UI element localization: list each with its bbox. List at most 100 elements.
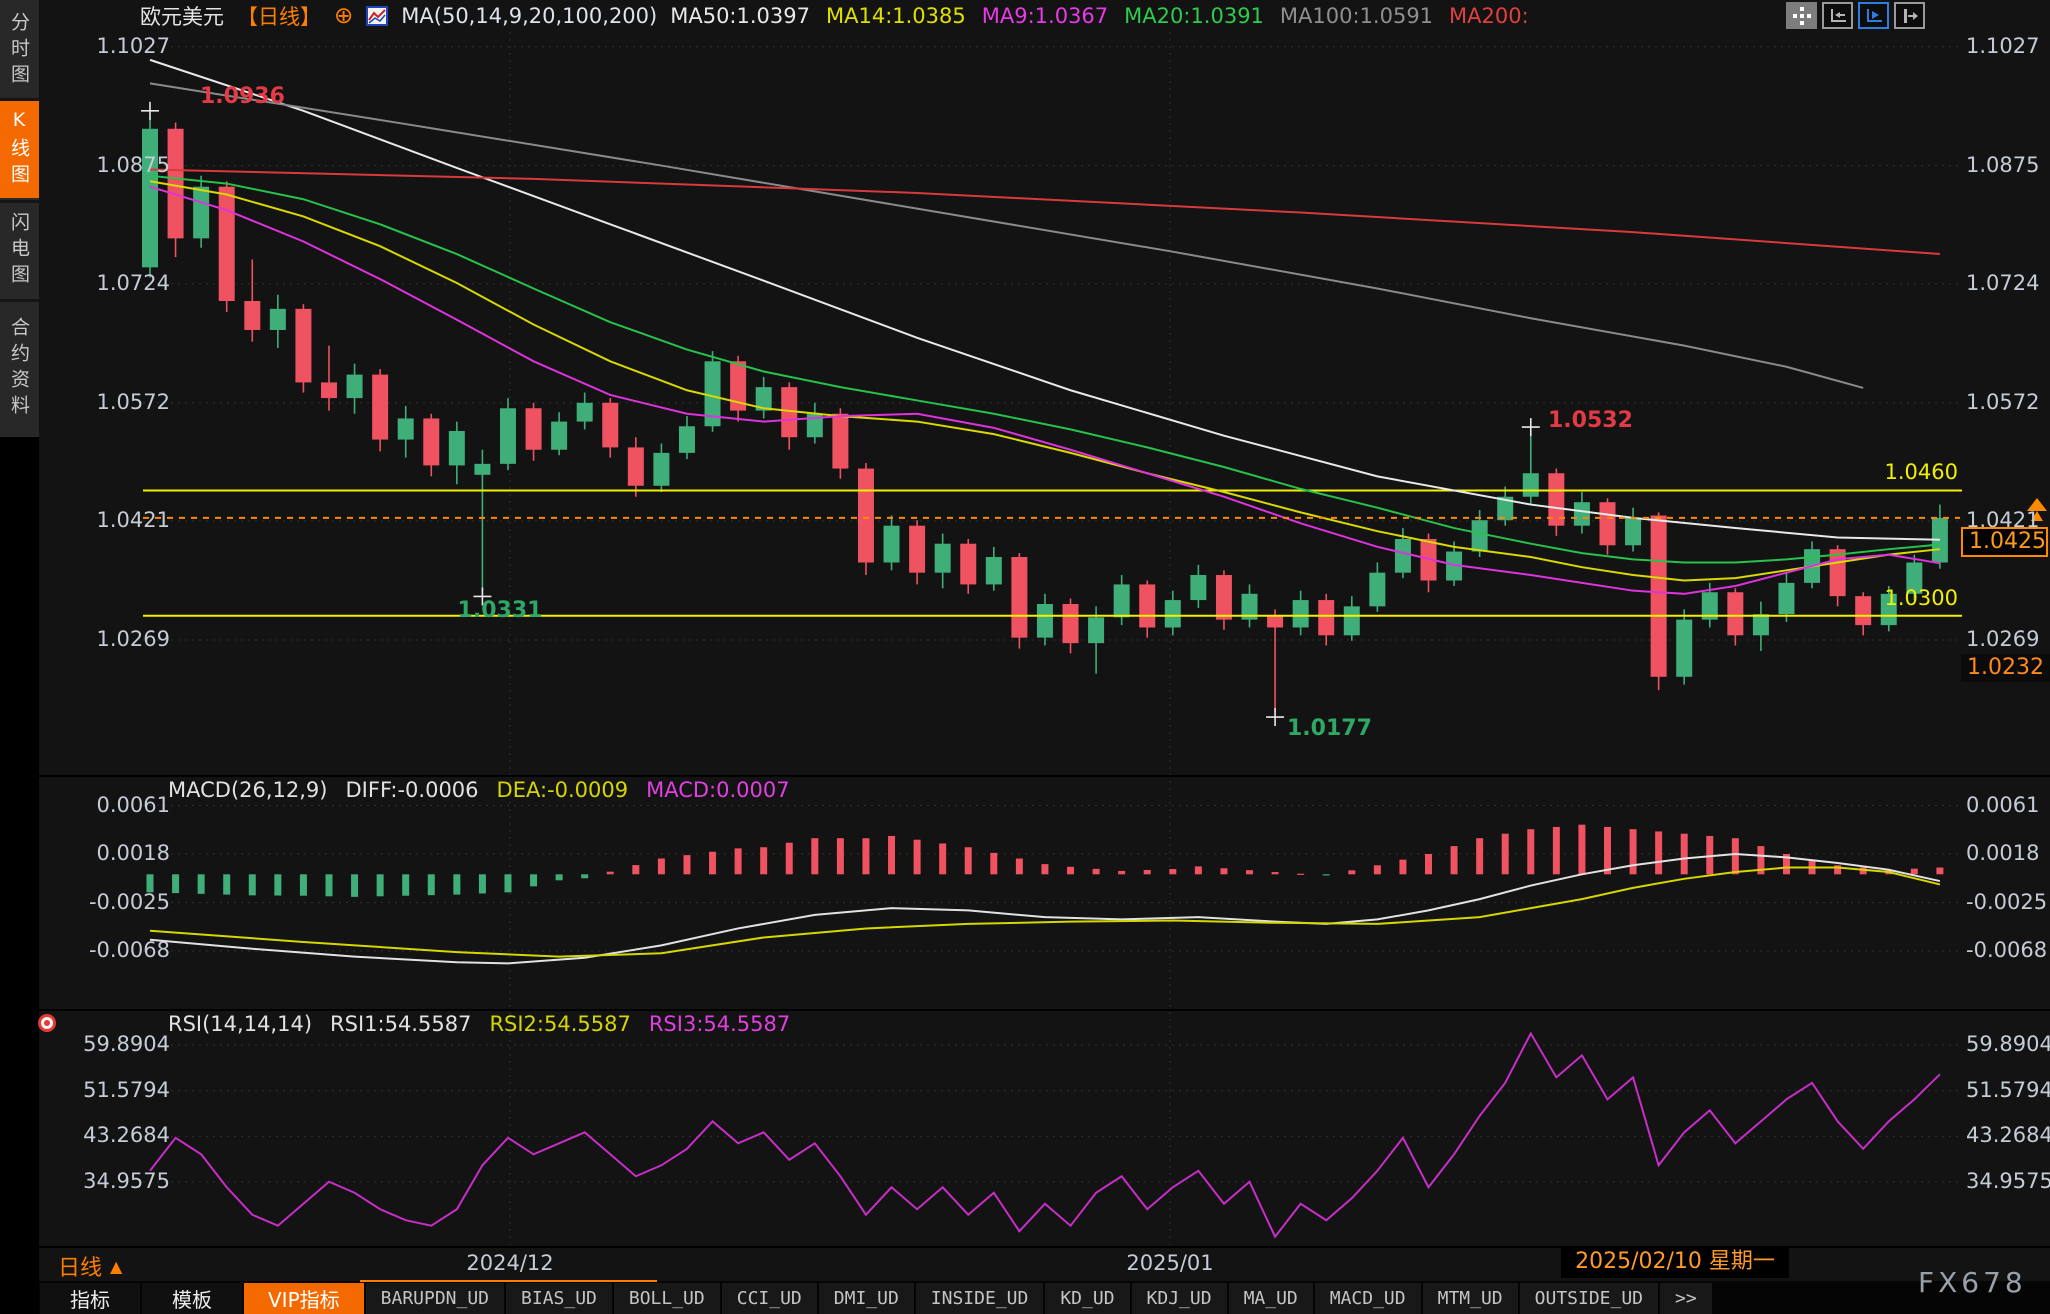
indicator-tab-row: 指标 模板 VIP指标 BARUPDN_UD BIAS_UD BOLL_UD CCI_UD D… [40,1283,1712,1314]
toolbar-tab-vip[interactable]: VIP指标 [244,1283,364,1314]
candle-body [1778,582,1795,615]
timeframe-selector[interactable]: 日线 ▲ [58,1250,122,1282]
macd-bar [351,874,359,897]
sidebar-item-contract-info[interactable]: 合约资料 [0,304,39,434]
axis-shift-icon[interactable] [1894,2,1925,29]
ma-value: MA14:1.0385 [825,3,966,28]
rsi-line [149,1031,1941,1239]
candle-body [1446,551,1463,581]
ma-value: MA9:1.0367 [981,3,1109,28]
sidebar-item-label: 分时图 [8,12,30,90]
ma-value: MA100:1.0591 [1279,3,1434,28]
toolbar-tab-指标[interactable]: 指标 [40,1283,140,1314]
macd-bar [1629,829,1637,875]
macd-bar [990,852,998,875]
candle-body [1880,593,1897,626]
rsi-title: RSI(14,14,14) [168,1012,313,1036]
candle-body [474,463,491,475]
pan-icon[interactable] [1786,2,1817,29]
candlestick-layer [142,117,1948,713]
candle-body [244,301,261,330]
ma-group-label: MA(50,14,9,20,100,200) [401,3,658,28]
sidebar-item-time-chart[interactable]: 分时图 [0,6,39,96]
macd-bar [325,874,333,897]
toolbar-tab-kdj_ud[interactable]: KDJ_UD [1131,1283,1227,1314]
rsi1-value: RSI1:54.5587 [330,1012,472,1036]
symbol-name: 欧元美元 [140,4,224,29]
macd-bar [1757,846,1765,875]
macd-bar [683,855,691,875]
toolbar-tab-cci_ud[interactable]: CCI_UD [721,1283,817,1314]
macd-bar [1322,874,1330,876]
candle-body [1752,614,1769,636]
candle-body [1215,575,1232,620]
toolbar-tab-outside_ud[interactable]: OUTSIDE_UD [1519,1283,1659,1314]
toolbar-tab-boll_ud[interactable]: BOLL_UD [613,1283,720,1314]
candle-body [1573,502,1590,526]
candle-body [269,308,286,330]
candle-body [1292,600,1309,628]
ma-value: MA200: [1449,3,1529,28]
candle-body [1318,600,1335,636]
candle-body [1829,549,1846,597]
toolbar-tab-bias_ud[interactable]: BIAS_UD [506,1283,612,1314]
candle-body [1522,473,1539,497]
toolbar-tab-macd_ud[interactable]: MACD_UD [1314,1283,1421,1314]
macd-bar [939,843,947,875]
rsi3-value: RSI3:54.5587 [648,1012,791,1036]
toolbar-tab-ma_ud[interactable]: MA_UD [1228,1283,1313,1314]
toolbar-tab-barupdn_ud[interactable]: BARUPDN_UD [365,1283,505,1314]
macd-bar [1067,866,1075,875]
chart-header: 欧元美元 【日线】 ⊕ MA(50,14,9,20,100,200) MA50:… [140,0,1529,31]
candle-body [857,468,874,563]
sidebar-divider [0,200,39,203]
macd-bar [1041,864,1049,875]
target-icon[interactable]: ⊕ [334,2,354,29]
candle-body [1394,539,1411,573]
ma-line-MA100 [149,82,1864,389]
candle-body [551,421,568,450]
indicator-target-icon[interactable] [38,1014,56,1032]
macd-bar [581,874,589,879]
rsi-layer [149,1031,1941,1239]
toolbar-tab-模板[interactable]: 模板 [142,1283,242,1314]
macd-bar [1936,867,1944,875]
sidebar-divider [0,299,39,302]
macd-bar [299,874,307,896]
sidebar-item-kline-chart[interactable]: K线图 [0,101,39,198]
macd-bar [1246,870,1254,875]
candle-body [320,382,337,399]
sidebar-item-label: 闪电图 [8,212,30,290]
kline-mini-icon[interactable] [366,5,389,26]
ma-line-MA200 [149,168,1940,256]
macd-bar [478,874,486,894]
ma-line-MA20 [149,174,1940,564]
candle-body [909,525,926,573]
macd-bar [1706,835,1714,875]
candle-body [1650,515,1667,677]
sidebar-background [0,0,39,437]
candle-body [602,402,619,448]
macd-bar [1834,865,1842,875]
candle-body [781,387,798,438]
toolbar-tab-inside_ud[interactable]: INSIDE_UD [915,1283,1044,1314]
macd-bar [1271,872,1279,875]
toolbar-tab-mtm_ud[interactable]: MTM_UD [1422,1283,1518,1314]
toolbar-tab->>[interactable]: >> [1660,1283,1712,1314]
timeframe-tag[interactable]: 【日线】 [237,4,321,29]
macd-bar [427,874,435,896]
axis-play-icon[interactable] [1858,2,1889,29]
macd-bar [1169,869,1177,875]
toolbar-tab-dmi_ud[interactable]: DMI_UD [818,1283,914,1314]
axis-compress-icon[interactable] [1822,2,1853,29]
toolbar-tab-kd_ud[interactable]: KD_UD [1045,1283,1130,1314]
ma-line-MA9 [149,185,1941,595]
candle-body [499,408,516,464]
sidebar: 分时图 K线图 闪电图 合约资料 [0,0,39,1314]
candle-body [397,418,414,440]
candle-body [1139,584,1156,628]
sidebar-item-lightning-chart[interactable]: 闪电图 [0,205,39,297]
candle-body [755,387,772,411]
candle-body [1164,600,1181,628]
